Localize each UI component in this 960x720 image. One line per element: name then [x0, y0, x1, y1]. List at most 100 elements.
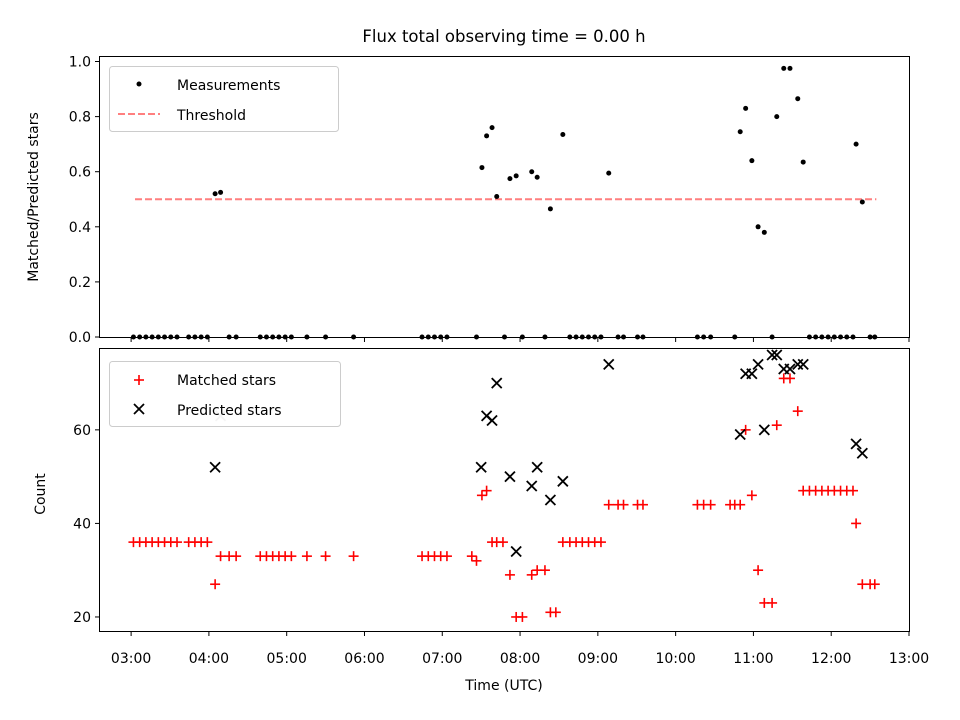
top-y-tick-label: 1.0: [69, 55, 91, 71]
x-tick-label: 13:00: [889, 651, 929, 667]
matched-star-marker: [539, 565, 550, 576]
matched-star-marker: [441, 551, 452, 562]
measurement-point: [529, 169, 535, 175]
measurement-point: [547, 206, 553, 212]
predicted-star-marker: [486, 414, 498, 427]
predicted-star-marker: [746, 368, 758, 380]
bottom-marks: [128, 349, 880, 622]
matched-star-marker: [517, 611, 528, 622]
predicted-star-marker: [771, 349, 783, 361]
predicted-star-marker: [797, 358, 809, 371]
predicted-star-marker: [504, 470, 516, 483]
x-tick-label: 10:00: [655, 651, 695, 667]
matched-star-marker: [767, 597, 778, 608]
bottom-legend-box: [109, 361, 341, 427]
chart-title: Flux total observing time = 0.00 h: [362, 27, 645, 46]
x-tick-label: 11:00: [733, 651, 773, 667]
x-tick-label: 08:00: [500, 651, 540, 667]
measurement-point: [218, 189, 224, 195]
top-plot-frame: [99, 56, 910, 338]
predicted-star-marker: [784, 363, 796, 375]
predicted-star-marker: [491, 377, 503, 389]
matched-star-marker: [637, 499, 648, 510]
measurement-point: [737, 129, 743, 135]
predicted-star-marker: [526, 480, 538, 492]
matched-star-marker: [466, 551, 477, 562]
matched-star-marker: [172, 537, 183, 548]
top-y-tick-label: 0.8: [69, 110, 91, 126]
matched-star-marker: [792, 406, 803, 417]
matched-star-marker: [851, 518, 862, 529]
matched-star-marker: [618, 499, 629, 510]
bottom-x-ticks: 03:00 04:00 05:00 06:00 07:00 08:00 09:00 10:00…: [111, 631, 929, 667]
measurement-point: [212, 191, 218, 197]
measurement-point: [859, 199, 865, 205]
x-tick-label: 06:00: [344, 651, 384, 667]
measurement-point: [743, 105, 749, 111]
matched-star-marker: [320, 551, 331, 562]
top-panel: 0.0 0.2 0.4 0.6 0.8 1.0 Matched/Predicted sta…: [26, 55, 910, 346]
predicted-star-marker: [557, 475, 569, 487]
measurement-point: [489, 125, 495, 131]
top-legend: Measurements Threshold: [109, 66, 339, 132]
measurement-point: [774, 114, 780, 120]
matched-star-marker: [348, 551, 359, 562]
top-y-ticks: 0.0 0.2 0.4 0.6 0.8 1.0: [69, 55, 100, 346]
matched-star-marker: [753, 565, 764, 576]
legend-measurements-label: Measurements: [177, 78, 280, 94]
bottom-y-axis-label: Count: [33, 473, 49, 515]
x-tick-label: 07:00: [422, 651, 462, 667]
predicted-star-marker: [531, 461, 543, 473]
matched-star-marker: [526, 569, 537, 580]
measurement-point: [800, 159, 806, 165]
matched-star-marker: [550, 607, 561, 618]
bottom-legend: Matched stars Predicted stars: [109, 361, 341, 427]
x-tick-label: 12:00: [811, 651, 851, 667]
legend-measurements-dot: [136, 81, 142, 87]
measurement-point: [534, 174, 540, 180]
x-tick-label: 04:00: [189, 651, 229, 667]
top-y-axis-label: Matched/Predicted stars: [26, 112, 42, 282]
x-tick-label: 05:00: [267, 651, 307, 667]
matched-star-marker: [595, 537, 606, 548]
predicted-star-marker: [758, 424, 770, 436]
measurement-point: [513, 173, 519, 179]
bottom-y-tick-label: 20: [73, 610, 91, 626]
predicted-star-marker: [752, 358, 764, 371]
matched-star-marker: [231, 551, 242, 562]
predicted-star-marker: [603, 358, 615, 371]
measurement-point: [761, 229, 767, 235]
measurement-point: [755, 224, 761, 230]
matched-star-marker: [481, 485, 492, 496]
matched-star-marker: [504, 569, 515, 580]
matched-star-marker: [210, 579, 221, 590]
matched-star-marker: [746, 490, 757, 501]
top-y-tick-label: 0.0: [69, 330, 91, 346]
legend-predicted-label: Predicted stars: [177, 403, 282, 419]
bottom-plot-frame: [99, 348, 910, 632]
matched-star-marker: [735, 499, 746, 510]
legend-threshold-label: Threshold: [176, 108, 246, 124]
matched-star-marker: [286, 551, 297, 562]
measurement-point: [560, 132, 566, 138]
predicted-star-marker: [734, 428, 746, 441]
matched-star-marker: [740, 424, 751, 435]
legend-predicted-marker: [133, 403, 145, 415]
bottom-y-tick-label: 60: [73, 423, 91, 439]
matched-star-marker: [771, 420, 782, 431]
x-tick-label: 03:00: [111, 651, 151, 667]
predicted-star-marker: [475, 461, 487, 473]
matched-star-marker: [476, 490, 487, 501]
matched-star-marker: [471, 555, 482, 566]
measurement-point: [507, 176, 513, 182]
measurement-point: [795, 96, 801, 102]
measurement-point: [853, 141, 859, 147]
measurement-point: [749, 158, 755, 164]
legend-matched-label: Matched stars: [177, 373, 276, 389]
matched-star-marker: [847, 485, 858, 496]
x-tick-label: 09:00: [578, 651, 618, 667]
matched-star-marker: [869, 579, 880, 590]
measurement-point: [494, 194, 500, 199]
predicted-star-marker: [544, 494, 557, 506]
